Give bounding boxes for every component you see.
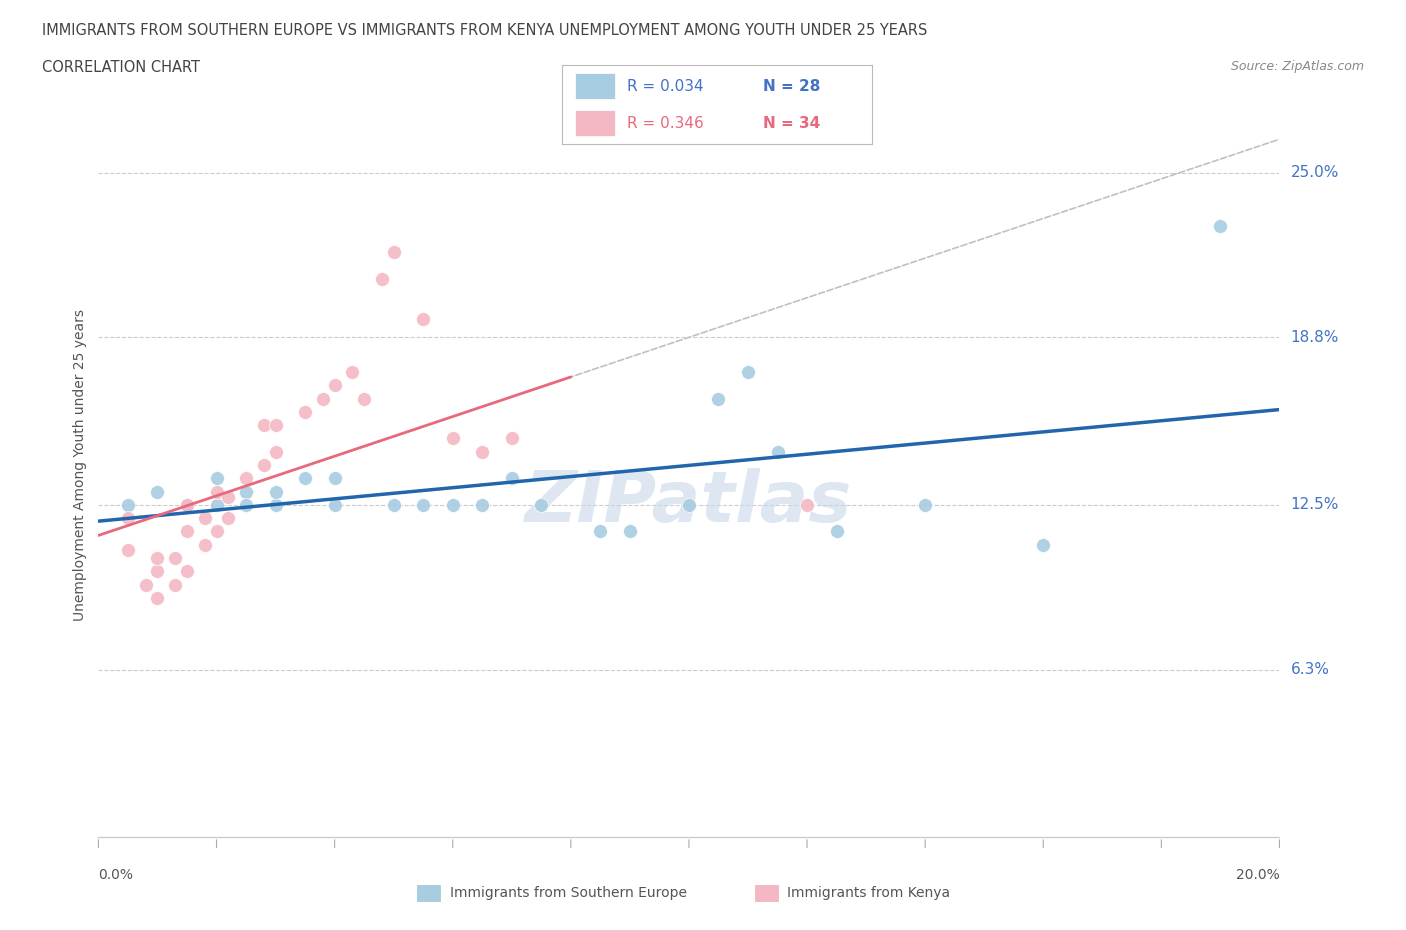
Point [412, 312, 434, 326]
Y-axis label: Unemployment Among Youth under 25 years: Unemployment Among Youth under 25 years [73, 309, 87, 621]
Point [205, 524, 228, 538]
Text: Immigrants from Kenya: Immigrants from Kenya [787, 885, 950, 900]
Point [323, 471, 346, 485]
Text: R = 0.346: R = 0.346 [627, 115, 704, 131]
Text: 20.0%: 20.0% [1236, 868, 1279, 882]
Point [412, 498, 434, 512]
Point [353, 392, 375, 406]
Point [235, 471, 257, 485]
Point [264, 485, 287, 499]
Point [117, 498, 139, 512]
Point [1032, 538, 1054, 552]
Point [382, 498, 405, 512]
Point [501, 431, 523, 445]
Point [471, 498, 494, 512]
Text: R = 0.034: R = 0.034 [627, 78, 704, 94]
Point [264, 498, 287, 512]
Point [194, 538, 217, 552]
Point [235, 485, 257, 499]
Point [217, 511, 239, 525]
Text: Source: ZipAtlas.com: Source: ZipAtlas.com [1230, 60, 1364, 73]
Point [176, 524, 198, 538]
Point [707, 392, 730, 406]
Point [146, 564, 169, 578]
Point [264, 445, 287, 459]
Text: IMMIGRANTS FROM SOUTHERN EUROPE VS IMMIGRANTS FROM KENYA UNEMPLOYMENT AMONG YOUT: IMMIGRANTS FROM SOUTHERN EUROPE VS IMMIG… [42, 23, 928, 38]
Point [678, 498, 700, 512]
Point [312, 392, 335, 406]
Text: CORRELATION CHART: CORRELATION CHART [42, 60, 200, 75]
Text: 6.3%: 6.3% [1291, 662, 1330, 677]
Point [194, 511, 217, 525]
Point [117, 511, 139, 525]
Point [205, 498, 228, 512]
Point [217, 489, 239, 504]
FancyBboxPatch shape [575, 110, 614, 137]
Point [146, 551, 169, 565]
Point [766, 445, 789, 459]
Text: Immigrants from Southern Europe: Immigrants from Southern Europe [450, 885, 688, 900]
Point [294, 471, 316, 485]
Point [323, 498, 346, 512]
Text: 12.5%: 12.5% [1291, 498, 1339, 512]
Point [235, 498, 257, 512]
Point [737, 365, 759, 379]
Text: N = 28: N = 28 [763, 78, 821, 94]
Text: 25.0%: 25.0% [1291, 166, 1339, 180]
Point [253, 458, 276, 472]
FancyBboxPatch shape [575, 73, 614, 100]
Point [471, 445, 494, 459]
Point [619, 524, 641, 538]
Point [205, 485, 228, 499]
Point [323, 378, 346, 392]
Point [914, 498, 936, 512]
Point [264, 418, 287, 432]
Point [165, 551, 187, 565]
Point [146, 485, 169, 499]
Point [117, 542, 139, 557]
Text: 18.8%: 18.8% [1291, 330, 1339, 345]
Text: 0.0%: 0.0% [98, 868, 134, 882]
Point [441, 498, 464, 512]
Text: ZIPatlas: ZIPatlas [526, 468, 852, 537]
Point [176, 498, 198, 512]
Point [135, 578, 157, 592]
Point [1209, 219, 1232, 233]
Point [176, 498, 198, 512]
Point [205, 471, 228, 485]
Point [371, 272, 394, 286]
Point [165, 578, 187, 592]
Point [825, 524, 848, 538]
Point [253, 418, 276, 432]
Point [342, 365, 364, 379]
Point [294, 405, 316, 419]
Point [176, 564, 198, 578]
Point [796, 498, 818, 512]
Point [382, 245, 405, 259]
Point [501, 471, 523, 485]
Point [589, 524, 612, 538]
Point [146, 591, 169, 605]
Point [441, 431, 464, 445]
Point [530, 498, 553, 512]
Text: N = 34: N = 34 [763, 115, 821, 131]
